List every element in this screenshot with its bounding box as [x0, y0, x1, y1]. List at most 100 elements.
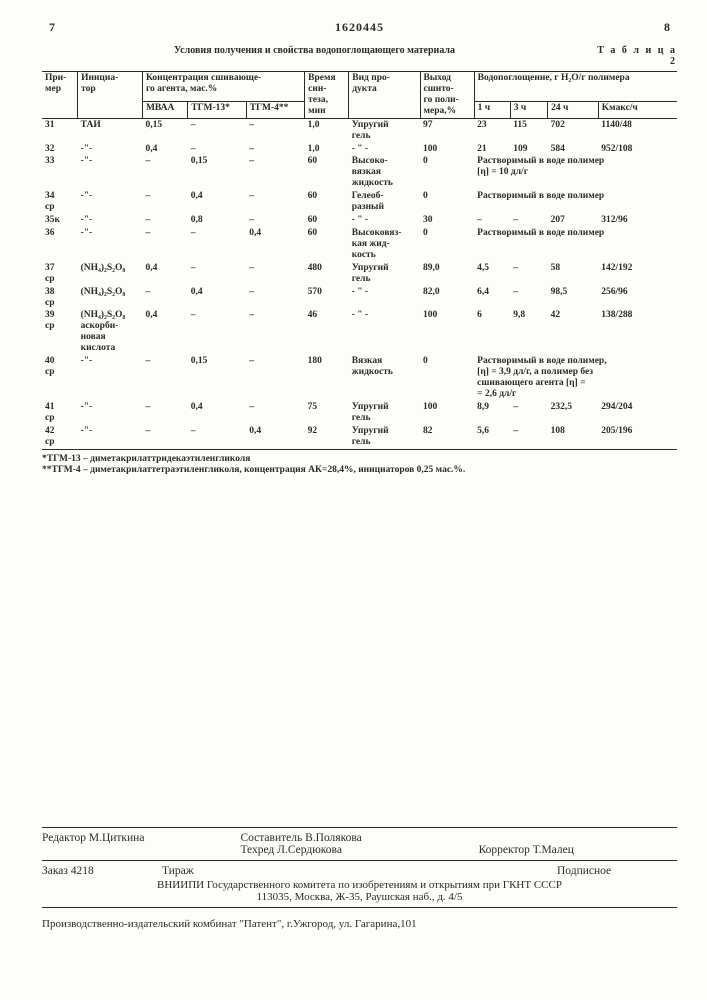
- table-cell: 0,4: [142, 309, 187, 355]
- page-col-right: 8: [657, 20, 677, 35]
- table-cell: 5,6: [474, 425, 510, 449]
- table-cell: 23: [474, 118, 510, 142]
- table-cell: 0,4: [188, 401, 246, 425]
- table-cell: 42: [548, 309, 599, 355]
- table-cell: -"-: [78, 143, 143, 156]
- editor-cell: Редактор М.Циткина: [42, 832, 240, 856]
- table-cell: 100: [420, 143, 474, 156]
- table-cell: –: [188, 425, 246, 449]
- tech-label: Техред: [240, 844, 274, 856]
- patent-number: 1620445: [62, 20, 657, 35]
- table-cell: 584: [548, 143, 599, 156]
- table-cell: 4,5: [474, 262, 510, 286]
- tirazh: Тираж: [162, 865, 557, 877]
- table-cell: 180: [305, 355, 349, 401]
- th-tgm13: ТГМ-13*: [188, 101, 246, 118]
- table-cell: 312/96: [598, 214, 677, 227]
- rule: [42, 827, 677, 828]
- table-head: При-мер Инициа-тор Концентрация сшивающе…: [42, 72, 677, 119]
- table-cell: 31: [42, 118, 78, 142]
- th-product: Вид про-дукта: [349, 72, 420, 119]
- table-cell: 60: [305, 227, 349, 262]
- th-1h: 1 ч: [474, 101, 510, 118]
- table-cell: 42ср: [42, 425, 78, 449]
- table-cell: –: [142, 227, 187, 262]
- table-cell: –: [142, 401, 187, 425]
- th-conc-group: Концентрация сшивающе-го агента, мас.%: [142, 72, 304, 102]
- table-cell: Упругийгель: [349, 401, 420, 425]
- table-cell: –: [510, 401, 547, 425]
- table-cell: –: [246, 118, 304, 142]
- table-cell: 39ср: [42, 309, 78, 355]
- table-cell: 89,0: [420, 262, 474, 286]
- table-cell: (NH₄)₂S₂O₈аскорби-новаякислота: [78, 309, 143, 355]
- order-no: Заказ 4218: [42, 865, 162, 877]
- imprint-block: Редактор М.Циткина Составитель В.Поляков…: [42, 823, 677, 930]
- table-cell: 46: [305, 309, 349, 355]
- table-cell: 0: [420, 355, 474, 401]
- table-cell: –: [246, 214, 304, 227]
- page: 7 1620445 8 Условия получения и свойства…: [0, 0, 707, 1000]
- table-cell: –: [474, 214, 510, 227]
- table-note-cell: Растворимый в воде полимер,[η] = 3,9 дл/…: [474, 355, 677, 401]
- table-cell: 82: [420, 425, 474, 449]
- table-cell: 60: [305, 214, 349, 227]
- table-cell: 6: [474, 309, 510, 355]
- table-cell: 0,4: [246, 425, 304, 449]
- subscription: Подписное: [557, 865, 677, 877]
- table-cell: 1,0: [305, 118, 349, 142]
- printer-line: Производственно-издательский комбинат "П…: [42, 918, 677, 930]
- th-yield: Выходсшито-го поли-мера,%: [420, 72, 474, 119]
- table-caption: Условия получения и свойства водопоглоща…: [42, 45, 587, 67]
- table-cell: Упругийгель: [349, 118, 420, 142]
- table-cell: -"-: [78, 425, 143, 449]
- table-cell: –: [510, 262, 547, 286]
- table-cell: - " -: [349, 309, 420, 355]
- th-mvaa: МВАА: [142, 101, 187, 118]
- table-cell: 34ср: [42, 190, 78, 214]
- table-cell: –: [188, 118, 246, 142]
- table-cell: 1140/48: [598, 118, 677, 142]
- table-cell: 38ср: [42, 286, 78, 310]
- table-cell: 294/204: [598, 401, 677, 425]
- institution-line2: 113035, Москва, Ж-35, Раушская наб., д. …: [42, 891, 677, 903]
- table-cell: 232,5: [548, 401, 599, 425]
- th-initiator: Инициа-тор: [78, 72, 143, 119]
- table-cell: –: [510, 425, 547, 449]
- table-cell: Упругийгель: [349, 425, 420, 449]
- table-cell: 6,4: [474, 286, 510, 310]
- table-cell: 138/288: [598, 309, 677, 355]
- table-cell: 92: [305, 425, 349, 449]
- table-cell: –: [188, 143, 246, 156]
- table-note-cell: Растворимый в воде полимер: [474, 227, 677, 262]
- th-tgm4: ТГМ-4**: [246, 101, 304, 118]
- table-cell: 207: [548, 214, 599, 227]
- table-note-cell: Растворимый в воде полимер: [474, 190, 677, 214]
- table-row: 38ср(NH₄)₂S₂O₈–0,4–570- " -82,06,4–98,52…: [42, 286, 677, 310]
- table-cell: Высоковяз-кая жид-кость: [349, 227, 420, 262]
- table-label: Т а б л и ц а 2: [587, 45, 677, 67]
- table-cell: –: [246, 401, 304, 425]
- table-row: 37ср(NH₄)₂S₂O₈0,4––480Упругийгель89,04,5…: [42, 262, 677, 286]
- table-cell: 115: [510, 118, 547, 142]
- table-cell: 41ср: [42, 401, 78, 425]
- corrector-cell: Корректор Т.Малец: [479, 832, 677, 856]
- table-cell: –: [246, 190, 304, 214]
- table-cell: 0: [420, 190, 474, 214]
- table-cell: 40ср: [42, 355, 78, 401]
- table-cell: 702: [548, 118, 599, 142]
- table-cell: 0,4: [246, 227, 304, 262]
- table-cell: 0,4: [142, 262, 187, 286]
- table-cell: 0,15: [188, 155, 246, 190]
- table-cell: –: [246, 262, 304, 286]
- table-row: 32-"-0,4––1,0- " -10021109584952/108: [42, 143, 677, 156]
- table-cell: 0,4: [188, 190, 246, 214]
- th-primer: При-мер: [42, 72, 78, 119]
- data-table: При-мер Инициа-тор Концентрация сшивающе…: [42, 71, 677, 450]
- table-cell: 0,8: [188, 214, 246, 227]
- table-cell: 952/108: [598, 143, 677, 156]
- pub-row: Заказ 4218 Тираж Подписное: [42, 865, 677, 877]
- table-cell: Гелеоб-разный: [349, 190, 420, 214]
- table-cell: 109: [510, 143, 547, 156]
- table-cell: 98,5: [548, 286, 599, 310]
